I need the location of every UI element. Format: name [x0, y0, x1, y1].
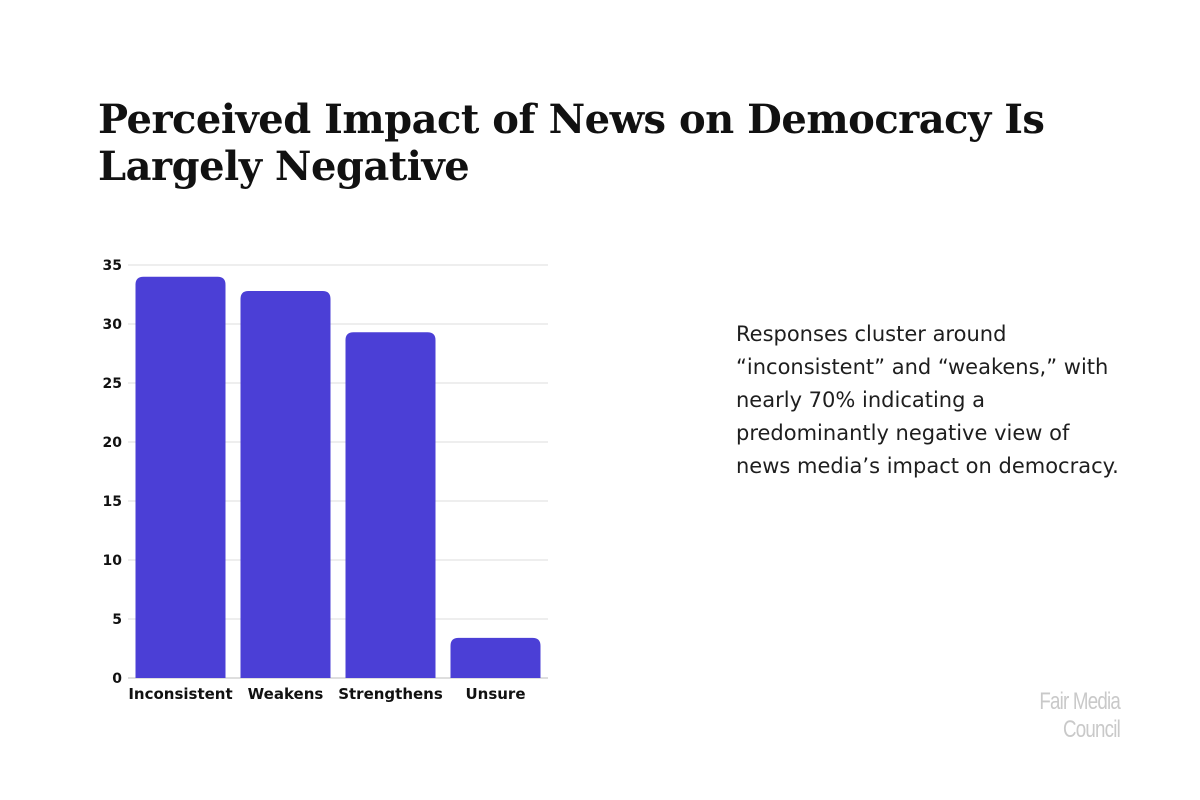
bar-chart: 0 5 10 15 20 25 30 35 Inconsistent Weakens Streng…	[103, 258, 548, 703]
bar-strengthens	[345, 332, 436, 678]
bar-inconsistent	[135, 276, 226, 678]
chart-description: Responses cluster around “inconsistent” …	[736, 322, 1119, 478]
y-axis-ticks: 0 5 10 15 20 25 30 35	[103, 258, 123, 687]
x-category-label: Unsure	[465, 685, 525, 703]
x-category-label: Inconsistent	[128, 685, 232, 703]
brand-logo-text: Fair Media Council	[1039, 688, 1120, 743]
y-tick-label: 30	[103, 317, 123, 333]
bars	[135, 276, 541, 678]
y-tick-label: 10	[103, 553, 123, 569]
y-tick-label: 25	[103, 376, 122, 392]
x-category-label: Weakens	[248, 685, 324, 703]
y-tick-label: 15	[103, 494, 122, 510]
chart-title: Perceived Impact of News on Democracy Is…	[98, 96, 1045, 190]
y-tick-label: 0	[112, 671, 122, 687]
y-tick-label: 20	[103, 435, 123, 451]
bar-weakens	[240, 290, 331, 678]
x-category-label: Strengthens	[338, 685, 443, 703]
x-axis-labels: Inconsistent Weakens Strengthens Unsure	[128, 685, 525, 703]
bar-unsure	[450, 637, 541, 678]
y-tick-label: 5	[112, 612, 122, 628]
y-tick-label: 35	[103, 258, 122, 274]
